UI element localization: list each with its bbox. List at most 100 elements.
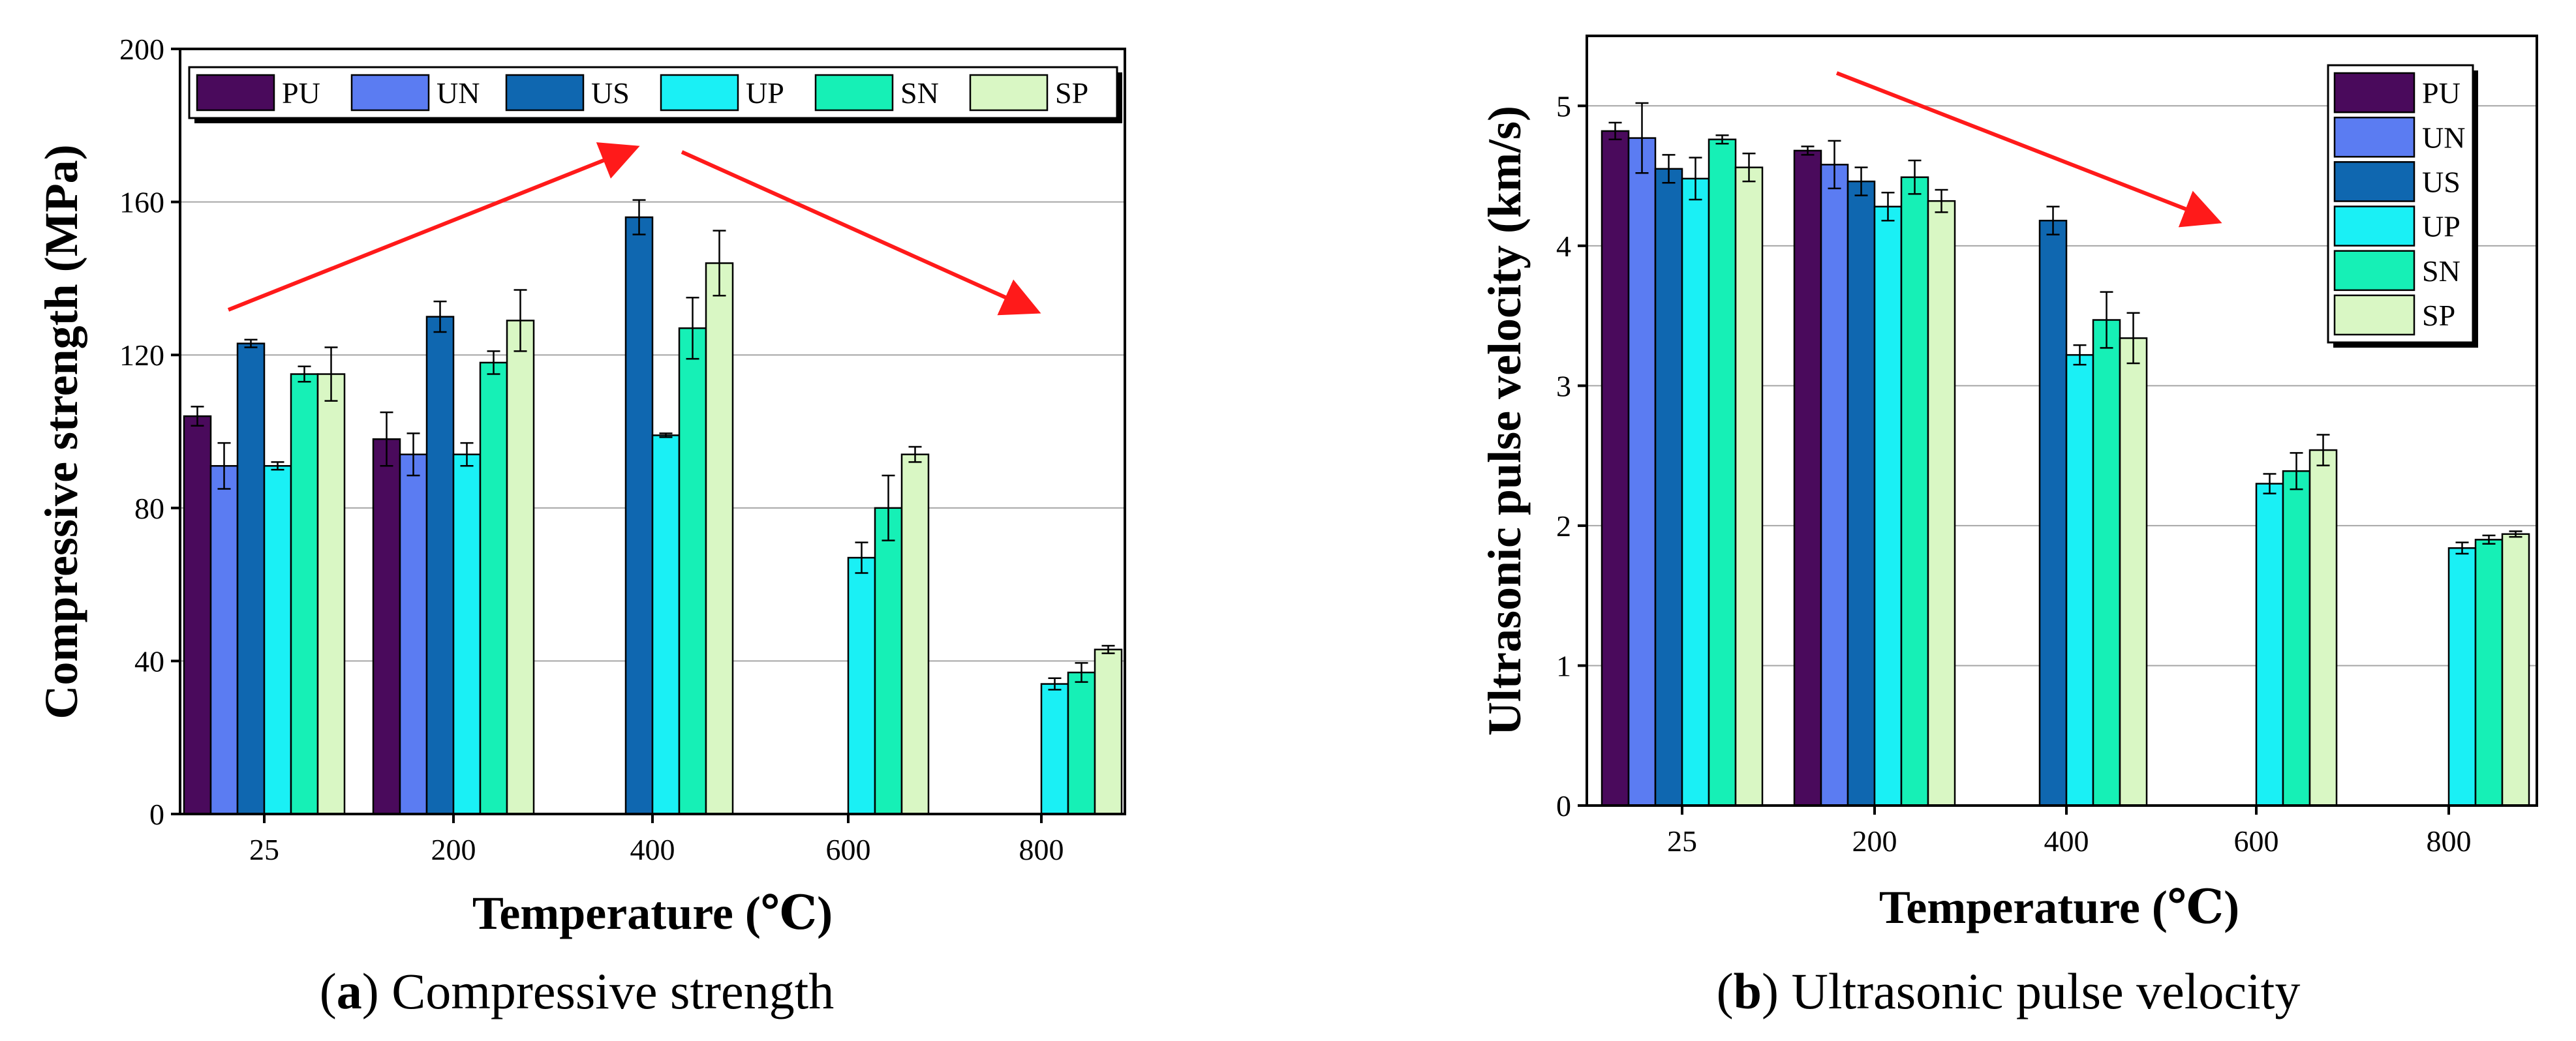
- chart-compressive-strength: 0 40 80 120 160 200 25 200 400 600 800 PU UN US UP SN S…: [35, 33, 1126, 1019]
- bar-US-25: [1654, 168, 1683, 807]
- bar-SN-25: [290, 373, 319, 815]
- y-tick-label: 120: [119, 339, 164, 372]
- plot-frame: [1586, 35, 2538, 807]
- bar-UP-25: [1681, 177, 1710, 807]
- error-bar-UP-800: [2455, 541, 2469, 555]
- bar-SN-200: [1900, 176, 1929, 807]
- legend-box: [188, 66, 1118, 119]
- error-bar-SP-400: [713, 230, 726, 297]
- x-tick-label: 800: [2427, 824, 2472, 858]
- bar-SP-800: [1094, 648, 1123, 815]
- legend-label-UN: UN: [437, 76, 480, 110]
- bar-UN-25: [1627, 137, 1657, 807]
- y-tick-label: 200: [119, 33, 164, 66]
- error-bar-UP-600: [2263, 473, 2277, 494]
- error-bar-UP-25: [271, 461, 284, 471]
- bar-PU-25: [183, 415, 212, 815]
- legend-swatch-SP: [969, 74, 1049, 112]
- y-tick-label: 80: [134, 492, 164, 525]
- error-bar-US-400: [632, 199, 646, 235]
- error-bar-UP-400: [659, 432, 673, 438]
- legend-swatch-UP: [660, 74, 739, 112]
- legend-label-SN: SN: [900, 76, 939, 110]
- error-bar-SP-600: [908, 445, 922, 463]
- error-bar-SN-25: [1715, 134, 1729, 145]
- error-bar-UN-200: [1828, 140, 1841, 190]
- bar-UP-800: [1040, 683, 1069, 815]
- error-bar-UP-200: [1881, 192, 1895, 222]
- y-tick-label: 40: [134, 644, 164, 678]
- bar-SP-25: [316, 373, 346, 815]
- legend-swatch-SN: [2333, 250, 2415, 292]
- bar-UP-400: [651, 434, 681, 815]
- bar-SP-600: [900, 453, 930, 815]
- legend-label-US: US: [2422, 165, 2461, 198]
- error-bar-SN-600: [882, 474, 895, 541]
- legend-swatch-PU: [2333, 72, 2415, 113]
- bar-US-200: [1847, 180, 1876, 807]
- x-axis-title: Temperature (℃): [472, 887, 833, 939]
- caption-letter: b: [1734, 963, 1762, 1019]
- caption: (a) Compressive strength: [320, 963, 835, 1019]
- error-bar-SP-800: [1101, 644, 1115, 654]
- bar-UP-200: [452, 453, 482, 815]
- legend-label-UP: UP: [746, 76, 784, 110]
- error-bar-SP-200: [514, 289, 527, 352]
- error-bar-PU-25: [191, 406, 204, 427]
- error-bar-SP-600: [2316, 434, 2330, 466]
- legend: PU UN US UP SN SP: [188, 66, 1122, 123]
- bar-SN-400: [678, 327, 707, 815]
- legend-swatch-UN: [350, 74, 430, 112]
- caption-text: Ultrasonic pulse velocity: [1792, 963, 2301, 1019]
- error-bar-UP-600: [855, 541, 868, 574]
- trend-arrow-down: [1835, 71, 2222, 228]
- error-bar-SN-400: [686, 296, 699, 360]
- bar-US-25: [236, 342, 266, 815]
- y-tick-label: 4: [1556, 230, 1571, 263]
- chart-ultrasonic-pulse-velocity: 0 1 2 3 4 5 25 200 400 600 800 PU UN US UP SN SP Temper…: [1479, 35, 2538, 1019]
- error-bar-UP-400: [2073, 344, 2087, 366]
- x-tick-label: 600: [2234, 824, 2279, 858]
- bar-UP-800: [2447, 547, 2477, 807]
- bar-SP-25: [1734, 166, 1764, 807]
- y-tick-label: 3: [1556, 369, 1571, 402]
- error-bar-UN-200: [406, 432, 420, 477]
- bar-SN-400: [2092, 319, 2121, 807]
- bar-UN-200: [399, 453, 428, 815]
- bar-SN-800: [1067, 671, 1096, 815]
- x-tick-label: 400: [2044, 824, 2089, 858]
- legend-label-PU: PU: [282, 76, 320, 110]
- y-axis-title: Ultrasonic pulse velocity (km/s): [1479, 106, 1531, 736]
- error-bar-SN-200: [1908, 159, 1922, 195]
- bar-US-400: [624, 216, 654, 815]
- bar-US-200: [425, 316, 455, 815]
- legend-swatch-US: [505, 74, 585, 112]
- y-tick-label: 160: [119, 186, 164, 219]
- x-tick-label: 400: [630, 833, 675, 866]
- bars: [183, 199, 1123, 815]
- x-tick-label: 200: [431, 833, 476, 866]
- error-bar-UP-200: [460, 442, 474, 467]
- caption: (b) Ultrasonic pulse velocity: [1717, 963, 2301, 1019]
- bar-UN-25: [209, 465, 239, 815]
- bar-SP-800: [2501, 533, 2530, 807]
- legend-swatch-UN: [2333, 116, 2415, 158]
- error-bar-SN-800: [2482, 534, 2496, 545]
- bar-SP-600: [2308, 449, 2338, 807]
- legend-swatch-SP: [2333, 294, 2415, 336]
- caption-text: Compressive strength: [391, 963, 834, 1019]
- legend-label-SP: SP: [1055, 76, 1088, 110]
- error-bar-SN-200: [487, 350, 500, 375]
- legend-label-UN: UN: [2422, 121, 2465, 154]
- legend-swatch-PU: [196, 74, 275, 112]
- error-bar-SP-25: [1742, 152, 1756, 183]
- y-tick-label: 5: [1556, 89, 1571, 123]
- bar-SP-200: [506, 320, 535, 815]
- error-bar-SN-600: [2290, 452, 2303, 490]
- legend-swatch-US: [2333, 161, 2415, 202]
- error-bar-SP-400: [2126, 312, 2140, 365]
- error-bar-SN-800: [1075, 662, 1088, 683]
- legend-swatch-UP: [2333, 205, 2415, 247]
- legend: PU UN US UP SN SP: [2327, 64, 2478, 348]
- error-bar-SP-800: [2509, 530, 2522, 538]
